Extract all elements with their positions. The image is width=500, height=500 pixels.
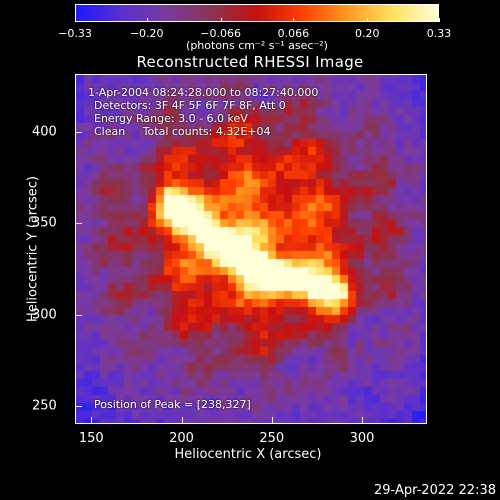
colorbar-tick-label: −0.066 (200, 27, 241, 40)
colorbar-tick-mark (439, 18, 440, 22)
annotation-peak: Position of Peak = [238,327] (94, 398, 251, 411)
annotation-clean: Clean Total counts: 4.32E+04 (94, 125, 271, 138)
heatmap-image (76, 75, 426, 423)
footer-timestamp: 29-Apr-2022 22:38 (374, 483, 496, 498)
annotation-detectors: Detectors: 3F 4F 5F 6F 7F 8F, Att 0 (94, 99, 286, 112)
colorbar-tick-mark (220, 18, 222, 22)
y-tick-mark (75, 405, 82, 407)
annotation-energy: Energy Range: 3.0 - 6.0 keV (94, 112, 248, 125)
colorbar-tick-label: 0.20 (355, 27, 380, 40)
colorbar-tick-mark (146, 18, 148, 22)
x-tick-mark (91, 417, 93, 424)
colorbar-tick-mark (75, 18, 76, 22)
x-tick-label: 200 (169, 431, 194, 446)
colorbar-units: (photons cm⁻² s⁻¹ asec⁻²) (186, 39, 328, 52)
colorbar-gradient (76, 5, 438, 21)
y-tick-label: 300 (32, 307, 57, 323)
colorbar (75, 4, 439, 22)
x-tick-mark (271, 417, 273, 424)
colorbar-tick-label: 0.33 (426, 27, 452, 40)
y-tick-mark (75, 223, 82, 225)
x-tick-label: 150 (78, 431, 104, 446)
colorbar-tick-label: −0.20 (129, 27, 164, 40)
chart-title: Reconstructed RHESSI Image (136, 53, 364, 71)
colorbar-tick-mark (367, 18, 369, 22)
y-tick-label: 350 (32, 215, 57, 231)
x-tick-mark (181, 417, 183, 424)
x-tick-label: 300 (349, 431, 375, 446)
x-tick-mark (362, 417, 363, 424)
y-axis-label: Heliocentric Y (arcsec) (25, 176, 41, 322)
colorbar-tick-mark (293, 18, 295, 22)
y-tick-mark (75, 314, 82, 316)
annotation-time: 1-Apr-2004 08:24:28.000 to 08:27:40.000 (88, 86, 319, 99)
y-tick-label: 400 (32, 124, 57, 140)
x-tick-label: 250 (259, 431, 285, 446)
y-tick-label: 250 (32, 398, 57, 414)
plot-area: 1-Apr-2004 08:24:28.000 to 08:27:40.000 … (75, 74, 427, 424)
y-tick-mark (75, 132, 82, 134)
colorbar-tick-label: 0.066 (277, 27, 310, 40)
x-axis-label: Heliocentric X (arcsec) (174, 447, 322, 462)
colorbar-tick-label: −0.33 (58, 27, 92, 40)
